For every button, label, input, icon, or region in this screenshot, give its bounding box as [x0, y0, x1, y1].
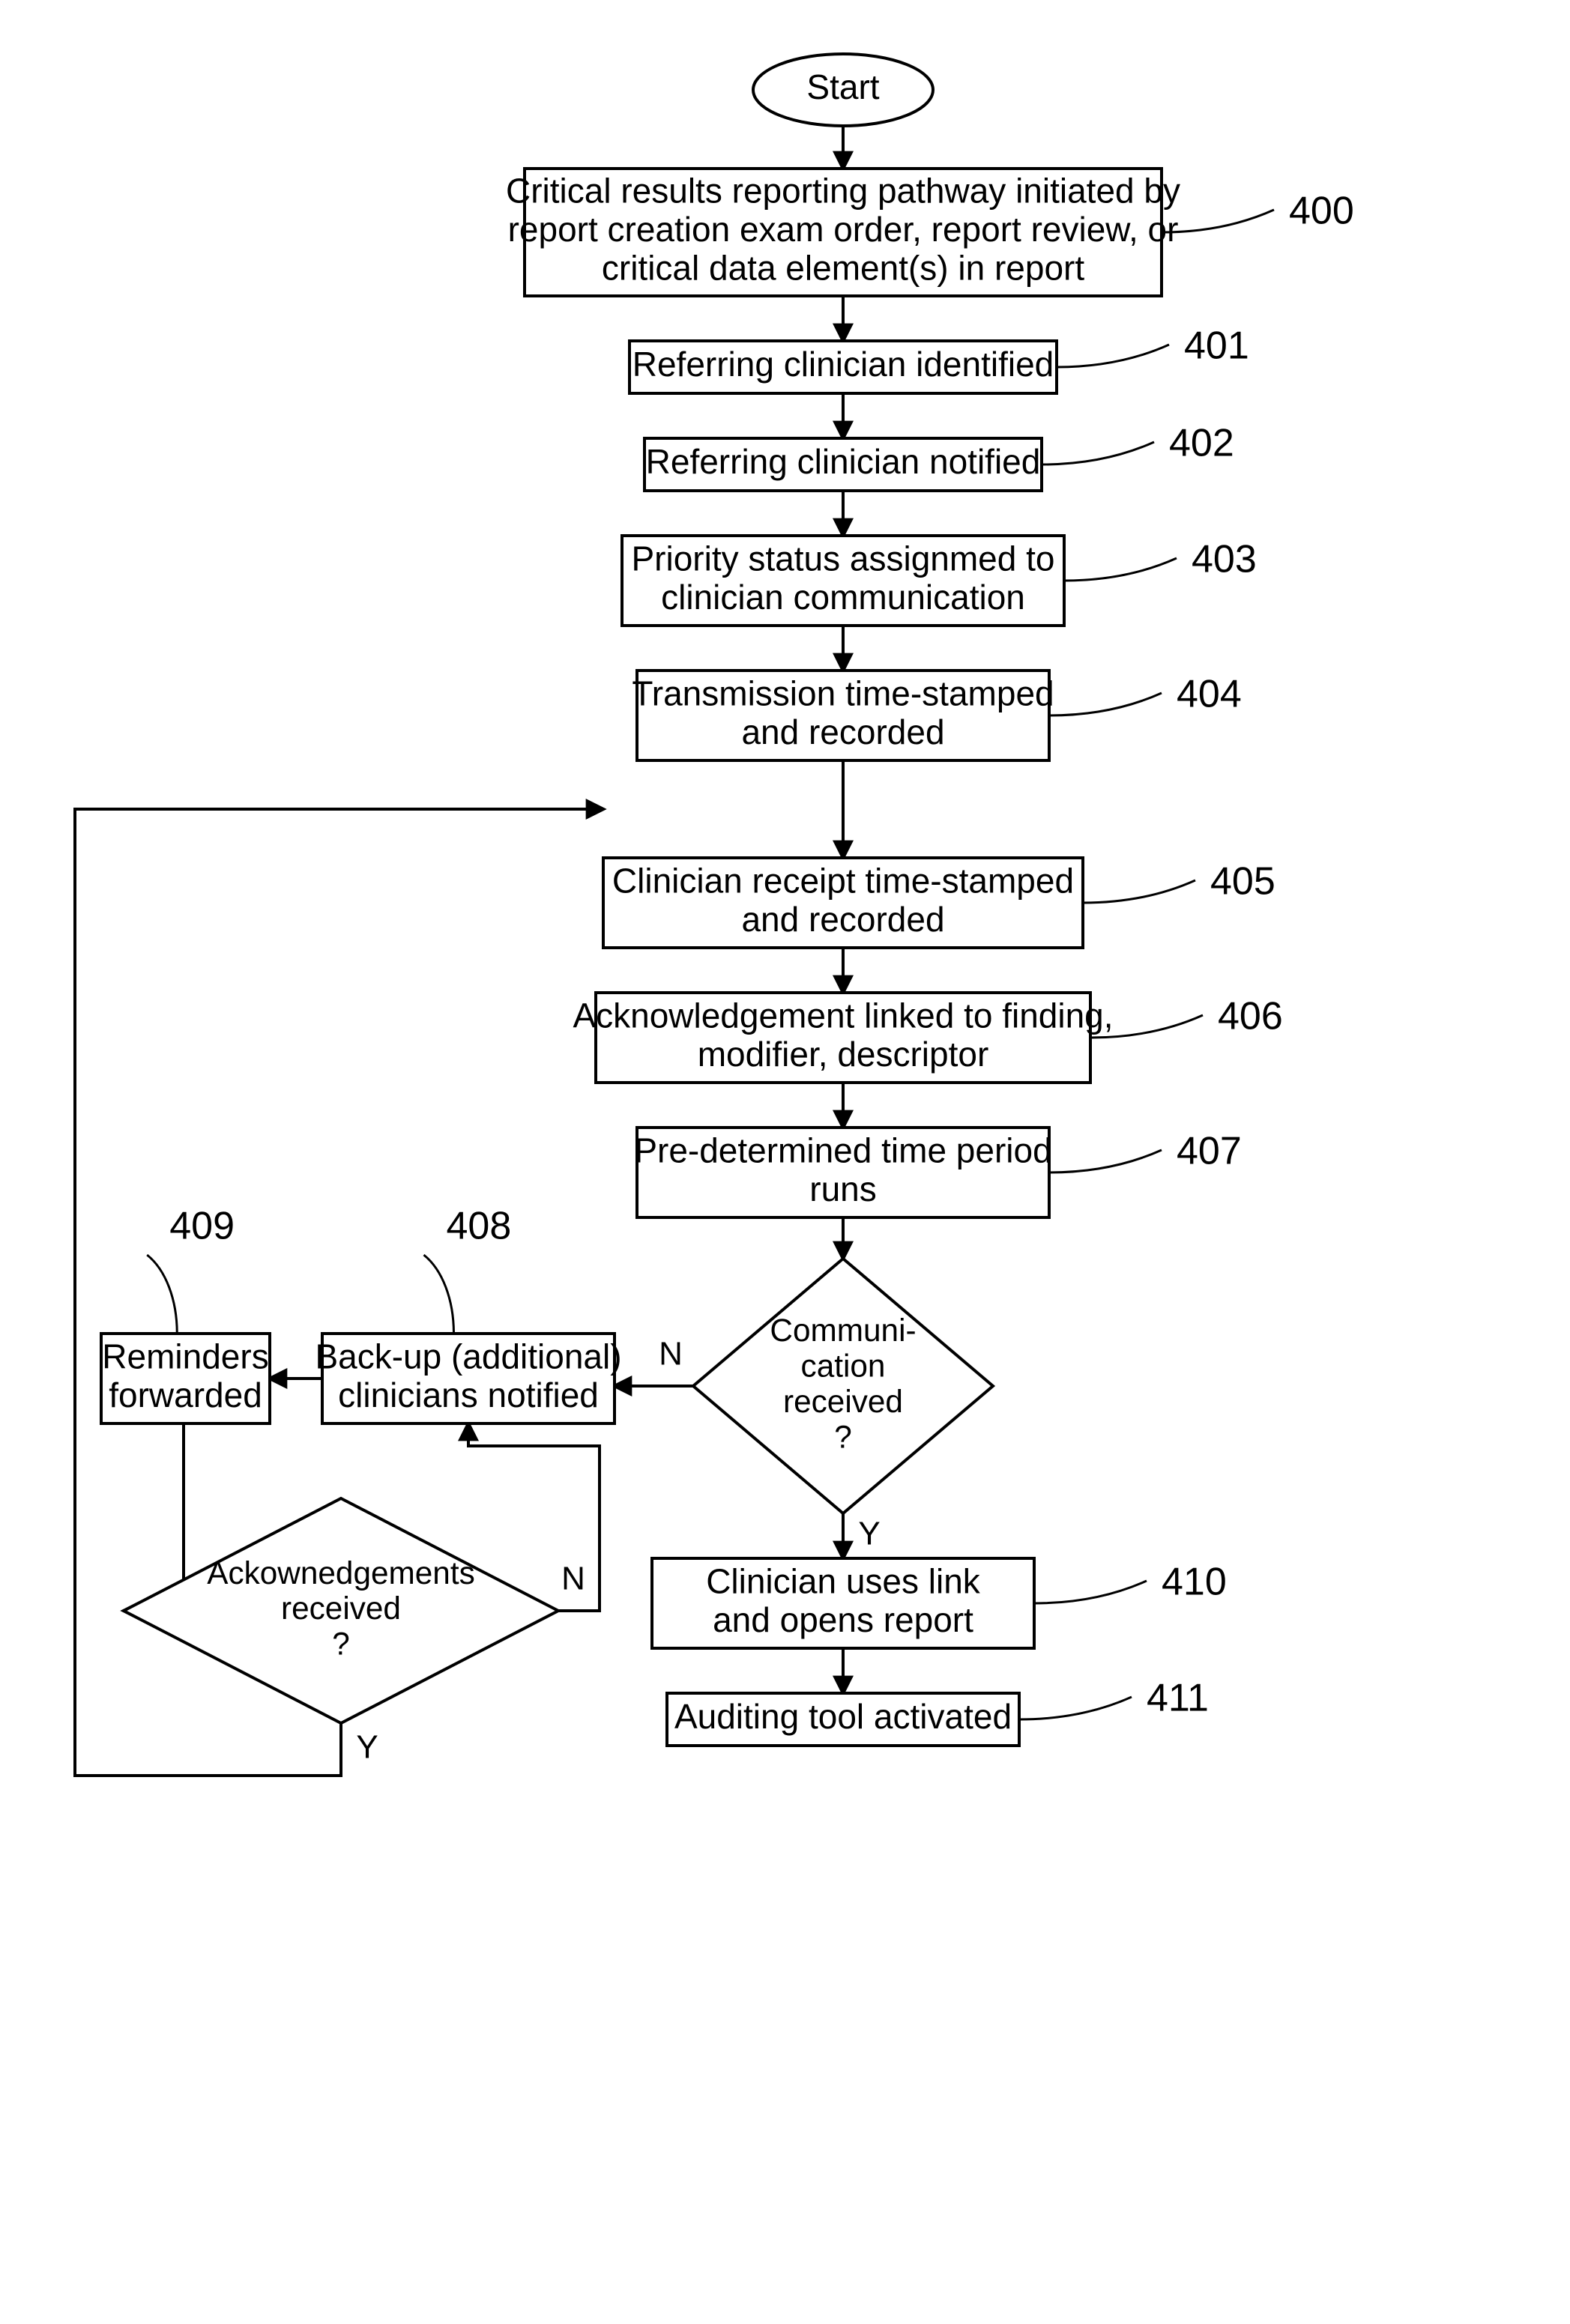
svg-text:Ackownedgements: Ackownedgements — [207, 1555, 475, 1591]
svg-text:407: 407 — [1177, 1130, 1242, 1173]
svg-text:Clinician uses link: Clinician uses link — [706, 1561, 981, 1600]
svg-text:Priority status assignmed to: Priority status assignmed to — [631, 539, 1054, 578]
svg-text:Communi-: Communi- — [770, 1313, 916, 1348]
svg-text:Referring clinician identified: Referring clinician identified — [632, 345, 1054, 384]
svg-text:Y: Y — [858, 1516, 880, 1552]
node-n402: Referring clinician notified 402 — [644, 422, 1234, 491]
svg-text:Clinician receipt time-stamped: Clinician receipt time-stamped — [612, 861, 1074, 900]
svg-text:Referring clinician notified: Referring clinician notified — [646, 442, 1041, 481]
svg-text:forwarded: forwarded — [109, 1376, 262, 1414]
svg-text:Pre-determined time period: Pre-determined time period — [634, 1131, 1051, 1169]
node-start: Start — [753, 54, 933, 126]
node-n403: Priority status assignmed toclinician co… — [622, 536, 1257, 626]
node-n405: Clinician receipt time-stampedand record… — [603, 858, 1275, 948]
svg-text:N: N — [659, 1336, 683, 1373]
svg-text:and recorded: and recorded — [741, 712, 944, 751]
svg-text:report creation exam order, re: report creation exam order, report revie… — [508, 210, 1179, 249]
node-n407: Pre-determined time periodruns 407 — [634, 1128, 1241, 1217]
svg-text:runs: runs — [809, 1169, 876, 1208]
svg-text:cation: cation — [801, 1348, 886, 1383]
svg-text:?: ? — [332, 1627, 350, 1662]
svg-text:critical data element(s) in re: critical data element(s) in report — [602, 249, 1084, 288]
svg-text:400: 400 — [1289, 190, 1354, 233]
svg-text:N: N — [561, 1561, 585, 1597]
svg-text:402: 402 — [1169, 422, 1234, 465]
node-n411: Auditing tool activated 411 — [667, 1677, 1209, 1746]
node-n410: Clinician uses linkand opens report 410 — [652, 1558, 1227, 1648]
svg-text:405: 405 — [1210, 860, 1275, 904]
svg-text:clinician communication: clinician communication — [661, 578, 1025, 617]
svg-text:and recorded: and recorded — [741, 900, 944, 939]
svg-text:411: 411 — [1147, 1677, 1209, 1720]
svg-text:Start: Start — [806, 67, 879, 106]
svg-text:409: 409 — [169, 1205, 235, 1248]
svg-text:410: 410 — [1162, 1561, 1227, 1604]
node-n406: Acknowledgement linked to finding,modifi… — [573, 993, 1282, 1083]
node-d1: Communi-cationreceived? — [693, 1259, 993, 1513]
svg-text:403: 403 — [1192, 538, 1257, 581]
node-n408: Back-up (additional)clinicians notified 4… — [315, 1205, 621, 1423]
svg-text:clinicians notified: clinicians notified — [338, 1376, 599, 1414]
node-n409: Remindersforwarded 409 — [101, 1205, 270, 1423]
flowchart-canvas: N N Y Y Start Critical results reporting path… — [45, 45, 1525, 2279]
node-n401: Referring clinician identified 401 — [629, 324, 1249, 393]
node-d2: Ackownedgementsreceived? — [124, 1498, 558, 1723]
svg-text:Back-up (additional): Back-up (additional) — [315, 1337, 621, 1376]
node-n404: Transmission time-stampedand recorded 404 — [632, 671, 1241, 760]
svg-text:Transmission time-stamped: Transmission time-stamped — [632, 674, 1054, 712]
svg-text:modifier, descriptor: modifier, descriptor — [698, 1035, 989, 1074]
svg-text:Critical results reporting pat: Critical results reporting pathway initi… — [506, 172, 1180, 211]
svg-text:401: 401 — [1184, 324, 1249, 368]
svg-text:received: received — [281, 1591, 401, 1626]
svg-text:408: 408 — [447, 1205, 512, 1248]
svg-text:Y: Y — [356, 1729, 378, 1766]
svg-text:406: 406 — [1218, 995, 1283, 1038]
svg-text:Auditing tool activated: Auditing tool activated — [674, 1697, 1012, 1736]
svg-text:received: received — [783, 1384, 903, 1419]
svg-text:and opens report: and opens report — [713, 1600, 973, 1639]
svg-text:404: 404 — [1177, 673, 1242, 716]
svg-text:?: ? — [834, 1419, 852, 1454]
svg-text:Reminders: Reminders — [102, 1337, 268, 1376]
svg-text:Acknowledgement linked to find: Acknowledgement linked to finding, — [573, 996, 1113, 1035]
node-n400: Critical results reporting pathway initi… — [506, 169, 1354, 296]
